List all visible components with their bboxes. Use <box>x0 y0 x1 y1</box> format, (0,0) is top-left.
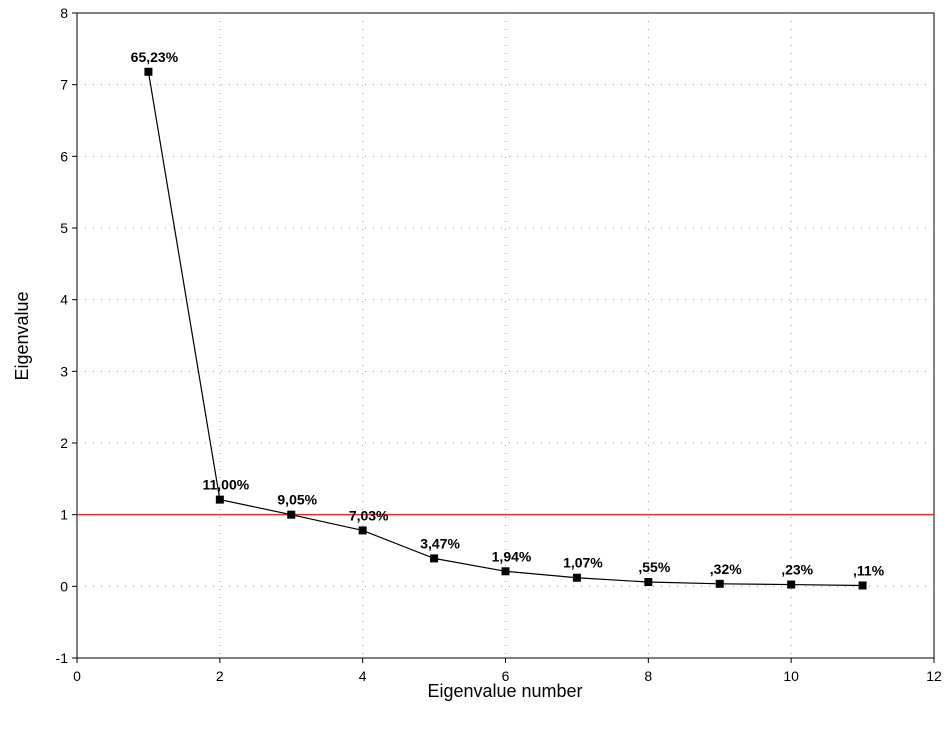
data-point <box>215 495 224 504</box>
x-tick-label: 10 <box>783 668 799 684</box>
data-point <box>858 581 867 590</box>
y-tick-label: 1 <box>60 507 68 523</box>
x-tick-label: 6 <box>502 668 510 684</box>
data-point <box>644 578 653 587</box>
data-label: 1,94% <box>492 548 532 564</box>
y-tick-label: 3 <box>60 363 68 379</box>
data-point <box>430 554 439 563</box>
y-tick-label: 6 <box>60 148 68 164</box>
x-tick-labels: 0 2 4 6 8 10 12 <box>73 668 942 684</box>
x-tick-label: 12 <box>926 668 942 684</box>
data-point <box>715 579 724 588</box>
x-tick-label: 2 <box>216 668 224 684</box>
data-point <box>358 526 367 535</box>
y-axis-title: Eigenvalue <box>12 291 32 380</box>
x-axis-title: Eigenvalue number <box>427 681 582 701</box>
y-tick-label: 4 <box>60 292 68 308</box>
y-tick-label: 0 <box>60 578 68 594</box>
y-tick-label: -1 <box>56 650 69 666</box>
data-labels: 65,23% 11,00% 9,05% 7,03% 3,47% 1,94% 1,07% ,55… <box>131 49 885 579</box>
y-tick-label: 8 <box>60 5 68 21</box>
data-label: 7,03% <box>349 507 389 523</box>
plot-area <box>76 12 935 659</box>
y-tick-labels: -1 0 1 2 3 4 5 6 7 8 <box>56 5 69 666</box>
data-label: 11,00% <box>202 477 249 493</box>
data-point <box>572 573 581 582</box>
data-label: ,11% <box>853 562 885 578</box>
data-points <box>144 67 867 590</box>
data-point <box>787 580 796 589</box>
y-tick-label: 7 <box>60 77 68 93</box>
data-label: 3,47% <box>420 535 460 551</box>
y-tick-label: 2 <box>60 435 68 451</box>
data-label: ,23% <box>781 562 813 578</box>
x-tick-label: 4 <box>359 668 367 684</box>
x-tick-label: 0 <box>73 668 81 684</box>
data-label: 9,05% <box>277 492 317 508</box>
data-label: 1,07% <box>563 555 603 571</box>
y-tick-label: 5 <box>60 220 68 236</box>
data-label: 65,23% <box>131 49 179 65</box>
data-label: ,55% <box>638 559 670 575</box>
axis-ticks <box>72 12 935 663</box>
data-point <box>144 67 153 76</box>
x-tick-label: 8 <box>644 668 652 684</box>
data-point <box>287 510 296 519</box>
data-point <box>501 567 510 576</box>
data-label: ,32% <box>710 561 742 577</box>
